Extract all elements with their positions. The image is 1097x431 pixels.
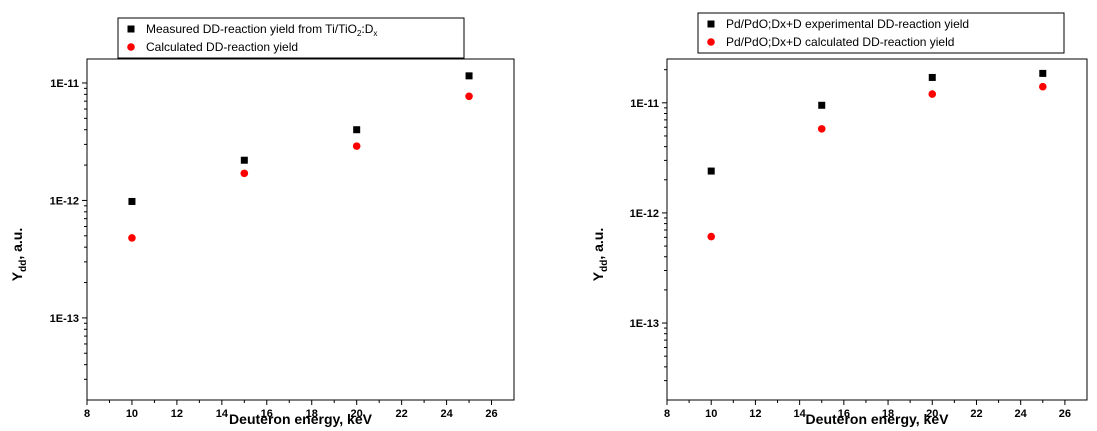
x-tick-label: 14 bbox=[216, 408, 229, 420]
x-tick-label: 18 bbox=[306, 408, 318, 420]
x-tick-label: 24 bbox=[1015, 408, 1028, 420]
data-point-1-1-4 bbox=[465, 72, 473, 80]
x-tick-label: 20 bbox=[926, 408, 938, 420]
x-tick-label: 26 bbox=[485, 408, 497, 420]
x-tick-label: 10 bbox=[126, 408, 138, 420]
x-tick-label: 12 bbox=[171, 408, 183, 420]
data-point-2-2-1 bbox=[707, 232, 716, 241]
data-point-2-2-2 bbox=[817, 125, 826, 133]
legend-label: Measured DD-reaction yield from Ti/TiO2:… bbox=[146, 22, 377, 38]
y-axis-label: Ydd, a.u. bbox=[590, 228, 610, 281]
data-point-2-1-3 bbox=[928, 73, 936, 81]
data-point-2-1-2 bbox=[818, 101, 826, 109]
data-point-1-2-4 bbox=[465, 92, 473, 101]
x-tick-label: 10 bbox=[705, 408, 717, 420]
y-tick-label: 1E-11 bbox=[50, 78, 79, 90]
chart-1: 8 10 12 14 16 18 20 22 24 26 1E-13 1E-12 1E-11 Deuter… bbox=[9, 17, 515, 427]
x-tick-label: 16 bbox=[838, 408, 850, 420]
x-tick-label: 18 bbox=[882, 408, 894, 420]
legend-marker bbox=[707, 20, 715, 28]
data-point-2-2-4 bbox=[1038, 82, 1047, 91]
data-point-1-2-1 bbox=[128, 234, 136, 242]
legend-label: Pd/PdO;Dx+D calculated DD-reaction yield bbox=[726, 35, 954, 49]
x-tick-label: 14 bbox=[794, 408, 807, 420]
data-point-1-2-3 bbox=[352, 142, 361, 150]
legend-label: Calculated DD-reaction yield bbox=[146, 40, 298, 54]
legend-marker bbox=[127, 43, 135, 51]
y-tick-label: 1E-11 bbox=[630, 98, 659, 110]
x-tick-label: 20 bbox=[351, 408, 363, 420]
legend-marker bbox=[707, 38, 715, 46]
data-point-1-2-2 bbox=[240, 169, 249, 178]
x-tick-label: 24 bbox=[440, 408, 453, 420]
plot-frame bbox=[666, 58, 1088, 401]
y-tick-label: 1E-13 bbox=[50, 313, 79, 325]
data-point-1-1-2 bbox=[240, 156, 248, 164]
y-tick-label: 1E-12 bbox=[50, 195, 79, 207]
legend-box bbox=[117, 17, 465, 59]
x-tick-label: 26 bbox=[1059, 408, 1071, 420]
x-tick-label: 22 bbox=[970, 408, 982, 420]
x-axis-label: Deuteron energy, keV bbox=[229, 411, 373, 427]
data-point-2-2-3 bbox=[928, 90, 937, 98]
legend-label: Pd/PdO;Dx+D experimental DD-reaction yie… bbox=[726, 17, 969, 31]
x-axis-label: Deuteron energy, keV bbox=[806, 411, 950, 427]
data-point-2-1-4 bbox=[1039, 69, 1047, 77]
x-tick-label: 8 bbox=[84, 408, 90, 420]
legend-box bbox=[697, 12, 1065, 54]
data-point-1-1-1 bbox=[128, 197, 136, 205]
x-tick-label: 12 bbox=[749, 408, 761, 420]
x-tick-label: 22 bbox=[396, 408, 408, 420]
legend-marker bbox=[127, 25, 135, 33]
data-point-1-1-3 bbox=[353, 126, 361, 134]
y-axis-label: Ydd, a.u. bbox=[9, 228, 29, 281]
chart-2: 8 10 12 14 16 18 20 22 24 26 1E-13 1E-12 1E-11 Deuter… bbox=[590, 12, 1088, 427]
plot-frame bbox=[86, 58, 515, 401]
y-tick-label: 1E-13 bbox=[630, 318, 659, 330]
x-tick-label: 8 bbox=[664, 408, 670, 420]
data-point-2-1-1 bbox=[707, 167, 715, 175]
y-tick-label: 1E-12 bbox=[630, 208, 659, 220]
x-tick-label: 16 bbox=[261, 408, 273, 420]
